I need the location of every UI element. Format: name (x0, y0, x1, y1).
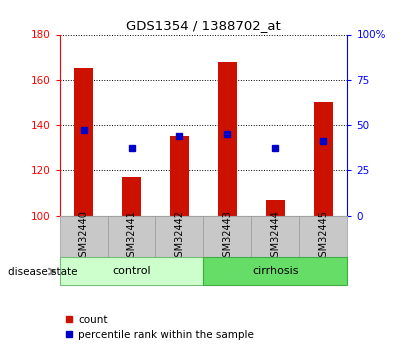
Text: GSM32443: GSM32443 (222, 210, 232, 263)
Bar (155, 216, 203, 257)
Text: GSM32440: GSM32440 (79, 210, 88, 263)
Text: GSM32445: GSM32445 (319, 210, 328, 263)
Legend: count, percentile rank within the sample: count, percentile rank within the sample (65, 315, 254, 340)
Title: GDS1354 / 1388702_at: GDS1354 / 1388702_at (126, 19, 281, 32)
Bar (108, 216, 155, 257)
Bar (314, 102, 333, 216)
Bar (252, 216, 299, 257)
Text: control: control (112, 266, 151, 276)
Bar (74, 68, 93, 216)
Text: GSM32441: GSM32441 (127, 210, 136, 263)
Text: GSM32442: GSM32442 (175, 210, 185, 263)
Text: disease state: disease state (8, 267, 78, 276)
Bar (122, 177, 141, 216)
Bar (299, 216, 347, 257)
Bar (203, 257, 347, 285)
Text: GSM32444: GSM32444 (270, 210, 280, 263)
Bar (218, 62, 237, 216)
Text: cirrhosis: cirrhosis (252, 266, 299, 276)
Bar (60, 257, 203, 285)
Bar (170, 136, 189, 216)
Bar (203, 216, 252, 257)
Bar (60, 216, 108, 257)
Bar (266, 200, 285, 216)
